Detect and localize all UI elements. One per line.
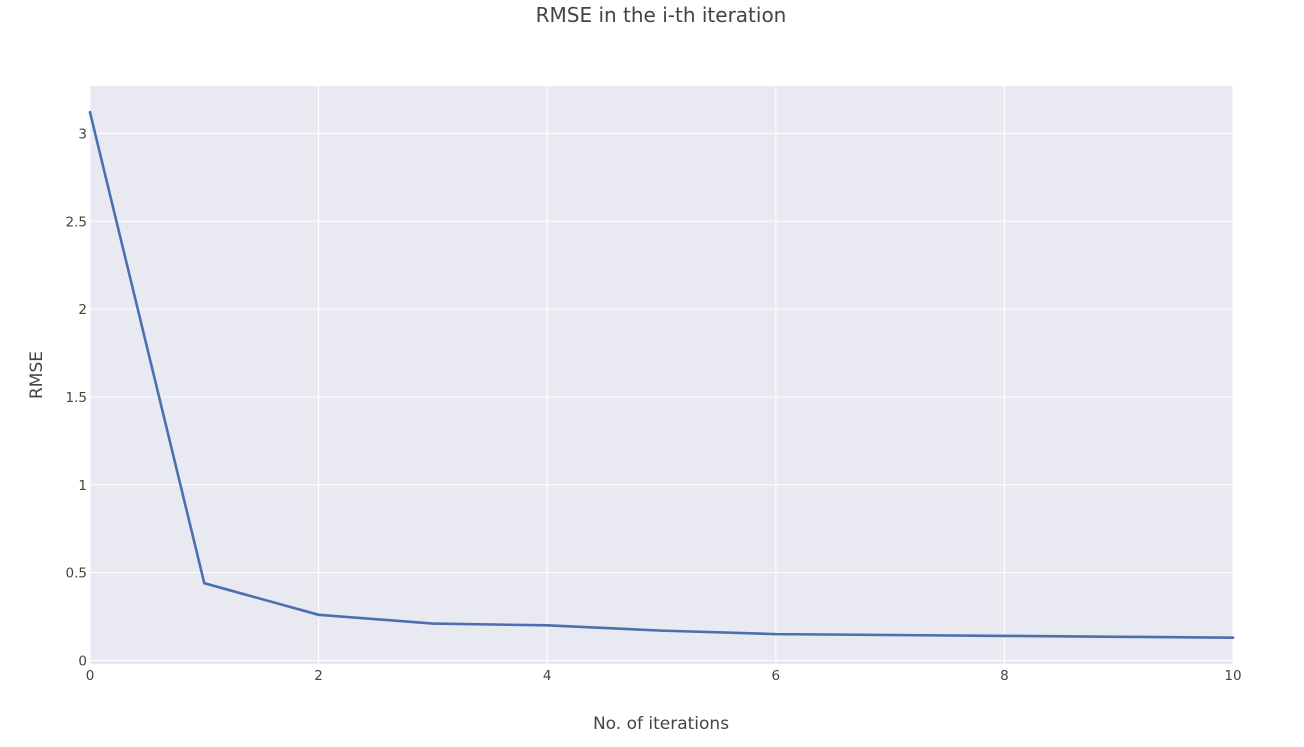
data-point: [1117, 635, 1120, 639]
y-tick-label: 1.5: [66, 390, 87, 406]
y-tick-label: 3: [78, 126, 87, 142]
y-axis-title: RMSE: [27, 351, 47, 399]
y-tick-label: 0.5: [66, 566, 87, 582]
x-tick-label: 10: [1224, 668, 1241, 684]
x-tick-label: 2: [314, 668, 323, 684]
series-layer: [88, 111, 1235, 639]
data-point: [317, 613, 320, 617]
plot-area: [90, 86, 1233, 664]
chart-title: RMSE in the i-th iteration: [536, 3, 787, 27]
y-tick-label: 2.5: [66, 214, 87, 230]
x-tick-labels: 0 2 4 6 8 10: [86, 668, 1242, 684]
y-tick-label: 2: [78, 302, 87, 318]
data-point: [1003, 634, 1006, 638]
x-tick-label: 0: [86, 668, 95, 684]
data-point: [88, 111, 92, 114]
x-tick-label: 8: [1000, 668, 1009, 684]
x-axis-title: No. of iterations: [593, 714, 729, 734]
y-tick-label: 0: [78, 653, 87, 669]
x-gridlines: [89, 86, 1234, 664]
data-point: [774, 632, 778, 636]
data-point: [203, 581, 206, 585]
y-gridlines: [90, 132, 1233, 661]
data-point: [660, 629, 663, 632]
data-point: [1231, 636, 1235, 639]
x-tick-label: 6: [772, 668, 781, 684]
y-tick-labels: 0 0.5 1 1.5 2 2.5 3: [66, 126, 87, 669]
data-point: [545, 624, 549, 627]
data-point: [888, 633, 892, 637]
x-tick-label: 4: [543, 668, 552, 684]
y-tick-label: 1: [78, 478, 87, 494]
data-point: [431, 622, 435, 625]
